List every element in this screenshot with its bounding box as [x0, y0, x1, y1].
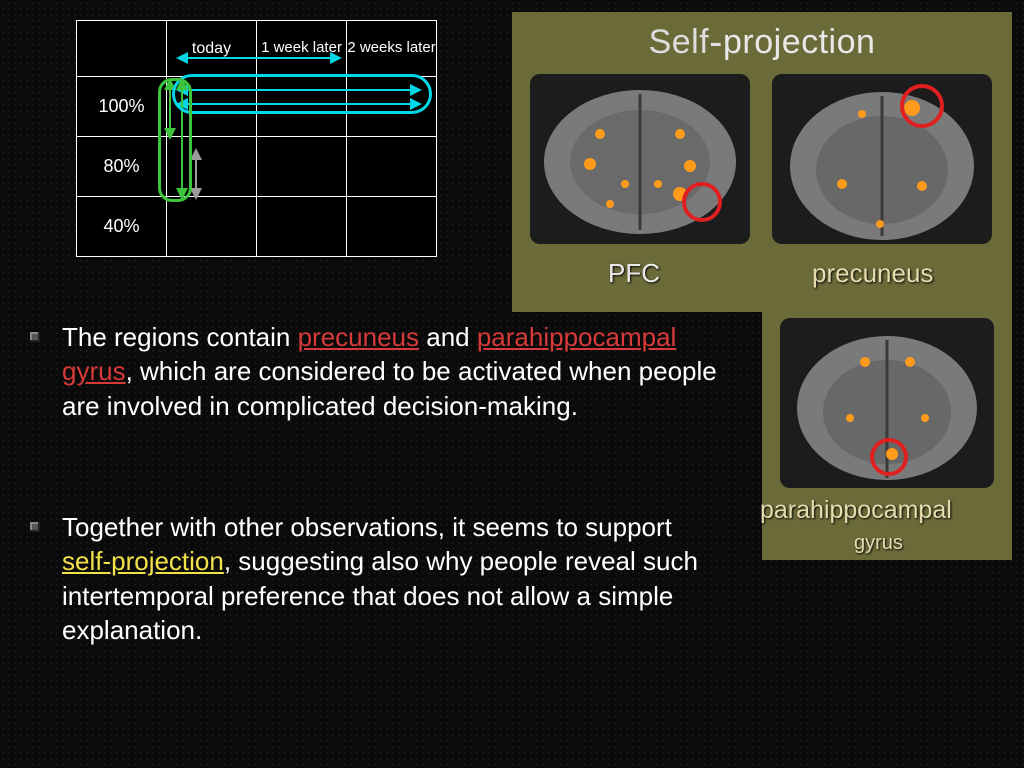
title-part-projection: projection	[723, 23, 875, 61]
row-100: 100%	[77, 77, 167, 137]
p1-t5: , which are considered to be activated w…	[62, 356, 717, 420]
table-header-2weeks: 2 weeks later	[347, 21, 437, 77]
p2-selfprojection: self-projection	[62, 546, 224, 576]
table-row: 40%	[77, 197, 437, 257]
label-pfc: PFC	[608, 258, 660, 289]
p1-t3: and	[419, 322, 477, 352]
table-header-today: today	[167, 21, 257, 77]
green-highlight-box	[158, 78, 192, 202]
brain-scan-pfc	[530, 74, 750, 244]
table-header-blank	[77, 21, 167, 77]
paragraph-2: Together with other observations, it see…	[62, 510, 702, 647]
panel-title: Self-projection	[512, 18, 1012, 63]
highlight-circle-parahippocampal	[870, 438, 908, 476]
self-projection-panel: Self-projection	[512, 12, 1012, 312]
paragraph-1: The regions contain precuneus and parahi…	[62, 320, 742, 423]
p2-t1: Together with other observations, it see…	[62, 512, 672, 542]
brain-scan-precuneus	[772, 74, 992, 244]
label-precuneus: precuneus	[812, 258, 933, 289]
row-40: 40%	[77, 197, 167, 257]
title-dash: -	[709, 20, 723, 64]
cyan-highlight-box	[172, 74, 432, 114]
p1-t1: The regions contain	[62, 322, 298, 352]
parahippocampal-panel: parahippocampal gyrus	[762, 310, 1012, 560]
label-parahippocampal: parahippocampal	[760, 496, 952, 525]
title-part-self: Self	[649, 23, 710, 61]
label-gyrus: gyrus	[854, 532, 903, 555]
design-table: today 1 week later 2 weeks later 100% 80…	[76, 20, 437, 257]
table-header-1week: 1 week later	[257, 21, 347, 77]
highlight-circle-pfc	[682, 182, 722, 222]
table-header-row: today 1 week later 2 weeks later	[77, 21, 437, 77]
table-row: 80%	[77, 137, 437, 197]
p1-precuneus: precuneus	[298, 322, 419, 352]
bullet-icon	[30, 522, 40, 532]
bullet-icon	[30, 332, 40, 342]
highlight-circle-precuneus	[900, 84, 944, 128]
row-80: 80%	[77, 137, 167, 197]
